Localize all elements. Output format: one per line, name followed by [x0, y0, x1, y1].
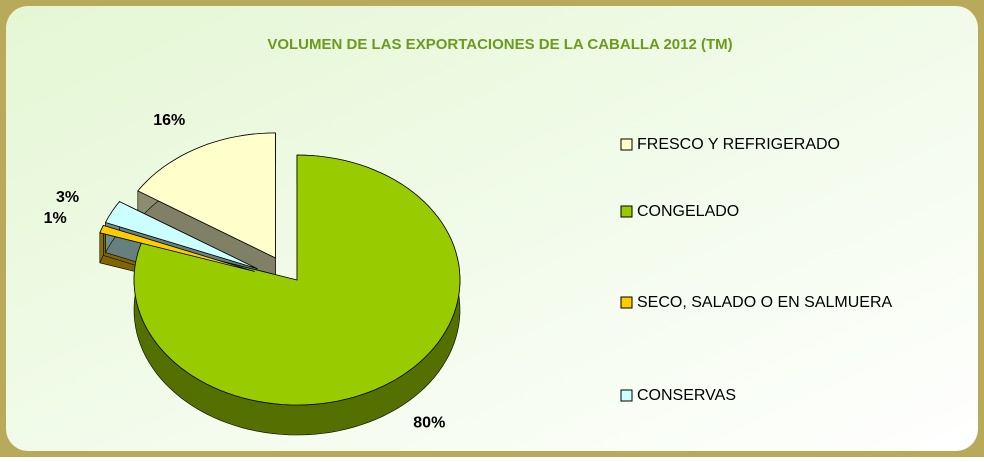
slice — [133, 154, 461, 406]
legend-label: FRESCO Y REFRIGERADO — [637, 136, 840, 153]
data-label: 16% — [153, 112, 185, 129]
legend-label: CONSERVAS — [637, 387, 736, 404]
legend-swatch — [620, 205, 633, 218]
data-label: 3% — [56, 189, 79, 206]
data-label: 80% — [413, 414, 445, 431]
slice — [137, 132, 276, 259]
legend-swatch — [620, 296, 633, 309]
data-label: 1% — [44, 210, 67, 227]
legend-swatch — [620, 389, 633, 402]
slice — [104, 201, 258, 269]
legend-label: SECO, SALADO O EN SALMUERA — [637, 294, 893, 311]
slice — [99, 224, 255, 272]
legend-swatch — [620, 138, 633, 151]
legend-label: CONGELADO — [637, 203, 739, 220]
chart-title: VOLUMEN DE LAS EXPORTACIONES DE LA CABAL… — [267, 36, 732, 53]
